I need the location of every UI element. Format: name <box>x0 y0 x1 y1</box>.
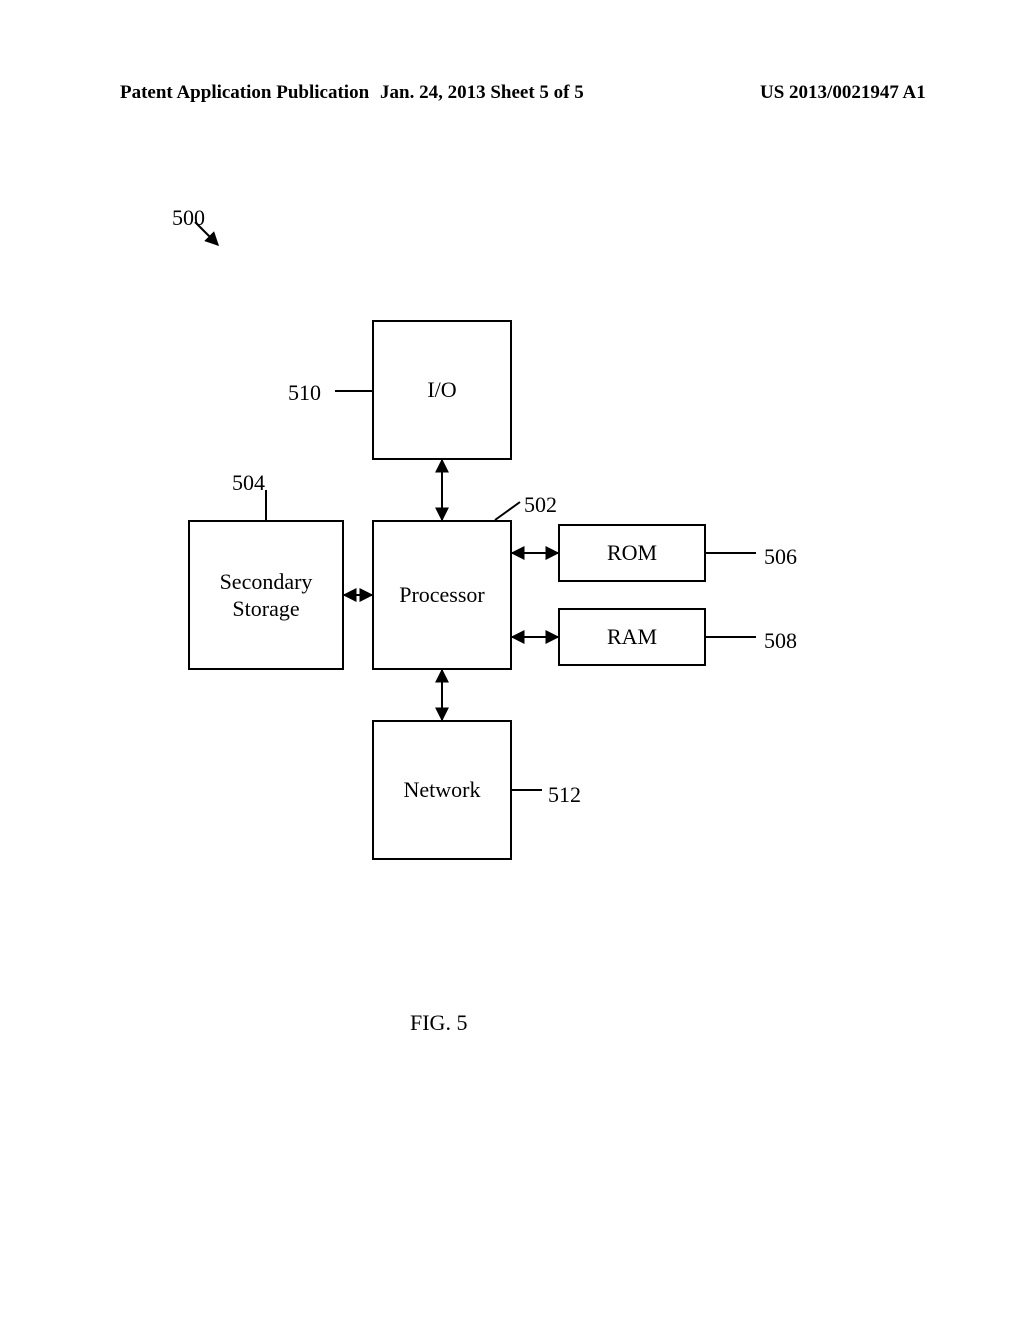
ref-label: 504 <box>232 470 265 496</box>
page: Patent Application Publication Jan. 24, … <box>0 0 1024 1320</box>
node-io: I/O <box>372 320 512 460</box>
ref-label: 512 <box>548 782 581 808</box>
node-rom: ROM <box>558 524 706 582</box>
node-network: Network <box>372 720 512 860</box>
node-secondary: Secondary Storage <box>188 520 344 670</box>
ref-label: 508 <box>764 628 797 654</box>
ref-label: 502 <box>524 492 557 518</box>
diagram-svg <box>0 0 1024 1320</box>
header-left: Patent Application Publication <box>120 82 369 104</box>
ref-label: 500 <box>172 205 205 231</box>
node-processor: Processor <box>372 520 512 670</box>
header-right: US 2013/0021947 A1 <box>760 82 926 104</box>
figure-label: FIG. 5 <box>410 1010 467 1036</box>
header-center: Jan. 24, 2013 Sheet 5 of 5 <box>380 82 584 104</box>
node-ram: RAM <box>558 608 706 666</box>
ref-label: 506 <box>764 544 797 570</box>
ref-label: 510 <box>288 380 321 406</box>
